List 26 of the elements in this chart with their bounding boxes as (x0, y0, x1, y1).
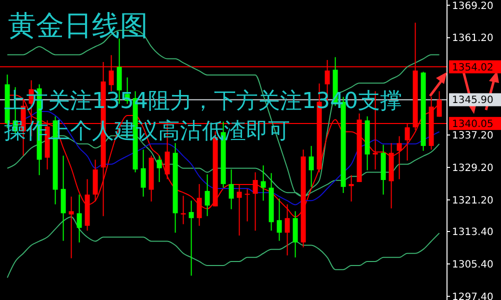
y-tick-label: 1321.20 (452, 195, 494, 206)
candlestick (76, 194, 82, 243)
candlestick (244, 188, 250, 222)
y-tick-label: 1329.20 (452, 162, 494, 174)
y-tick-label: 1313.40 (452, 226, 494, 238)
candlestick (140, 149, 146, 198)
candlestick (228, 168, 234, 210)
y-tick-label: 1369.20 (452, 0, 494, 12)
ref-line-label: 1340.05 (452, 118, 494, 130)
candlestick (180, 195, 186, 225)
candlestick (276, 198, 282, 242)
candlestick (68, 196, 74, 259)
candlestick (188, 200, 194, 276)
y-tick-label: 1337.20 (452, 130, 494, 142)
y-tick-label: 1297.40 (452, 292, 494, 300)
line-series (6, 216, 440, 278)
ref-line-label: 1354.02 (452, 62, 494, 74)
candlestick (156, 155, 162, 183)
y-tick-label: 1305.40 (452, 259, 494, 270)
candlestick (204, 174, 210, 217)
candlestick (348, 174, 354, 202)
y-tick-label: 1361.20 (452, 33, 494, 44)
ref-line-label: 1345.90 (452, 95, 494, 106)
candlestick (260, 164, 266, 202)
candlestick (308, 145, 314, 188)
candlestick (396, 136, 402, 180)
